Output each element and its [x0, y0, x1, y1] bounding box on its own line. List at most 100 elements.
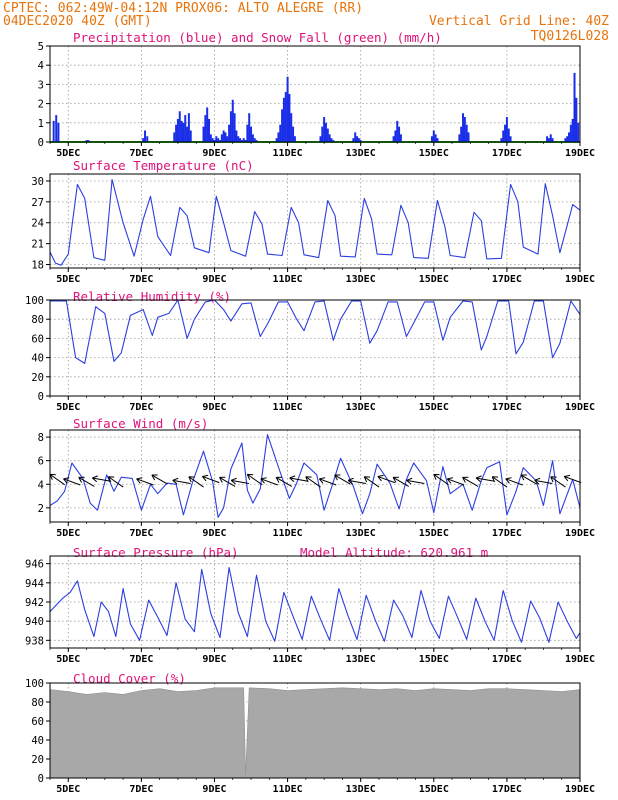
wind-arrow-head	[78, 476, 85, 483]
precip-bar	[290, 113, 293, 142]
wind-title: Surface Wind (m/s)	[73, 416, 208, 431]
temp-title: Surface Temperature (nC)	[73, 158, 254, 173]
precip-bar	[324, 122, 327, 142]
wind-arrow	[520, 474, 537, 485]
wind-arrow	[78, 476, 95, 487]
precip-bar	[182, 122, 185, 142]
wind-arrow-shaft	[247, 473, 263, 486]
precip-bar	[569, 124, 572, 142]
wind-arrow-shaft	[392, 476, 409, 487]
precip-bar	[215, 136, 218, 142]
precip-bar	[251, 134, 254, 142]
rh-date-label: 7DEC	[129, 402, 153, 413]
wind-arrow	[550, 476, 566, 488]
wind-arrow-head	[172, 477, 179, 485]
wind-arrow-head	[151, 474, 158, 481]
wind-date-label: 5DEC	[56, 528, 80, 539]
precip-date-label: 7DEC	[129, 148, 153, 159]
precip-bar	[434, 134, 437, 142]
precip-bar	[206, 107, 209, 142]
cloud-ytick-label: 60	[31, 716, 44, 728]
precip-bar	[504, 124, 507, 142]
temp-panel: Surface Temperature (nC) 18 21 24 27 30 5DEC 7D…	[31, 158, 595, 285]
pres-ytick-label: 944	[25, 578, 44, 590]
pres-date-label: 5DEC	[56, 654, 80, 665]
wind-arrow-head	[392, 476, 399, 483]
precip-bar	[228, 124, 231, 142]
precip-date-label: 17DEC	[492, 148, 522, 159]
wind-arrow-head	[462, 476, 469, 483]
wind-arrow	[534, 477, 553, 485]
precip-bar	[286, 76, 289, 142]
wind-arrow	[230, 477, 250, 485]
precip-bar	[359, 140, 362, 142]
temp-line	[49, 179, 581, 266]
precip-date-label: 15DEC	[419, 148, 449, 159]
wind-arrow	[392, 476, 409, 487]
precip-bar	[222, 130, 225, 142]
wind-arrow-shaft	[188, 476, 204, 488]
pres-ytick-label: 946	[25, 559, 44, 571]
precip-ytick-label: 5	[38, 41, 44, 53]
precip-bar	[211, 138, 214, 142]
wind-date-label: 11DEC	[273, 528, 303, 539]
pres-line	[49, 566, 581, 643]
wind-arrow	[505, 477, 523, 486]
wind-arrow	[334, 474, 351, 485]
wind-arrow-shaft	[63, 478, 81, 486]
wind-arrow-shaft	[92, 477, 111, 482]
pres-ytick-label: 942	[25, 597, 44, 609]
precip-bar	[57, 122, 60, 142]
precip-bar	[246, 124, 249, 142]
rh-ytick-label: 20	[31, 372, 44, 384]
rh-date-label: 9DEC	[202, 402, 226, 413]
wind-arrow-shaft	[505, 478, 523, 486]
wind-arrow-head	[201, 474, 209, 482]
precip-bar	[275, 138, 278, 142]
precip-bar	[399, 134, 402, 142]
wind-line	[49, 434, 581, 518]
precip-bar	[231, 99, 234, 142]
wind-arrow-head	[275, 476, 282, 483]
precip-bar	[432, 130, 435, 142]
precip-bar	[323, 117, 326, 142]
cloud-title: Cloud Cover (%)	[73, 671, 186, 686]
rh-date-label: 13DEC	[346, 402, 376, 413]
wind-arrow	[491, 476, 508, 488]
precip-date-label: 19DEC	[565, 148, 595, 159]
precip-bar	[178, 111, 181, 142]
precip-bar	[288, 94, 291, 142]
precip-bar	[356, 136, 359, 142]
precip-bar	[85, 140, 88, 142]
precip-bar	[180, 120, 183, 142]
wind-arrow-shaft	[108, 476, 124, 488]
precip-panel: Precipitation (blue) and Snow Fall (gree…	[38, 30, 595, 159]
pres-date-label: 17DEC	[492, 654, 522, 665]
wind-arrow-head	[363, 476, 371, 483]
wind-arrow	[63, 477, 81, 486]
cloud-date-label: 13DEC	[346, 784, 376, 795]
temp-frame	[49, 173, 581, 269]
pres-date-label: 9DEC	[202, 654, 226, 665]
precip-bar	[394, 130, 397, 142]
wind-arrow-head	[534, 477, 541, 485]
precip-bar	[502, 130, 505, 142]
wind-arrow	[260, 477, 278, 486]
precip-date-label: 9DEC	[202, 148, 226, 159]
temp-date-label: 5DEC	[56, 274, 80, 285]
precip-bar	[208, 118, 210, 142]
precip-bar	[507, 128, 510, 142]
wind-arrow	[363, 476, 380, 488]
wind-date-label: 9DEC	[202, 528, 226, 539]
wind-arrow-head	[433, 473, 440, 480]
wind-arrow-shaft	[219, 476, 236, 487]
wind-arrow	[107, 476, 124, 488]
wind-arrow-shaft	[151, 474, 168, 485]
precip-bar	[226, 136, 229, 142]
temp-ytick-label: 21	[31, 239, 44, 251]
precip-bar	[277, 132, 280, 142]
rh-ytick-label: 0	[38, 391, 44, 403]
precip-bar	[549, 134, 552, 142]
